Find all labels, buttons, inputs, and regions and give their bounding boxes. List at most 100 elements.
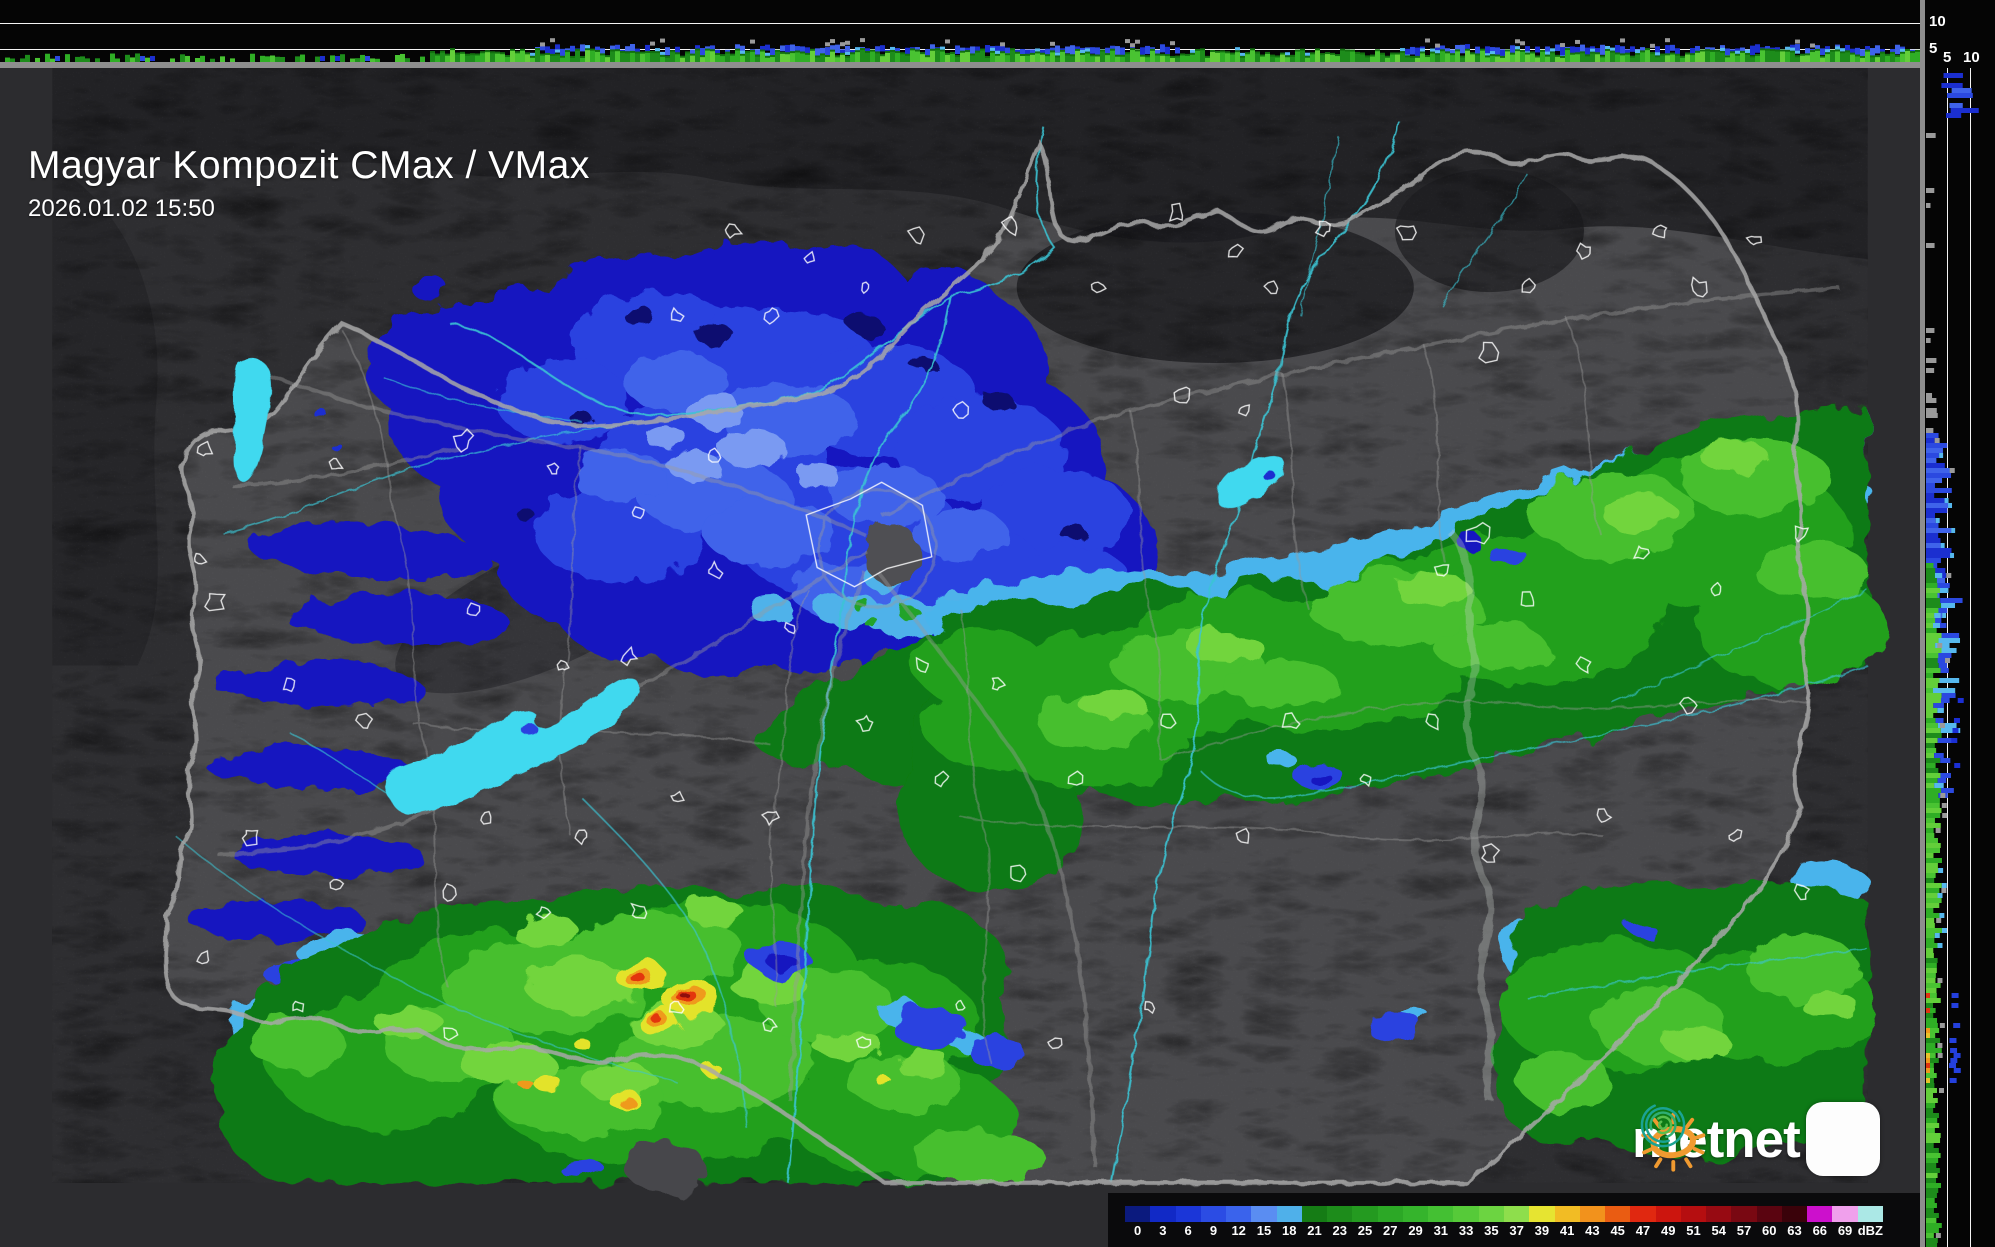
- colorbar-cell: 69: [1832, 1206, 1858, 1237]
- settlement-outline: [452, 428, 475, 453]
- colorbar-tick-label: 35: [1484, 1223, 1499, 1238]
- settlement-outline: [1481, 843, 1501, 863]
- colorbar-cell: 0: [1125, 1206, 1151, 1237]
- colorbar-tick-label: 51: [1686, 1223, 1701, 1238]
- budapest-echo-free-hole: [865, 521, 919, 587]
- colorbar-swatch: [1428, 1206, 1454, 1222]
- settlement-outline: [1632, 545, 1650, 560]
- product-title: Magyar Kompozit CMax / VMax: [28, 144, 590, 187]
- colorbar-swatch: [1478, 1206, 1504, 1222]
- colorbar-tick-label: 43: [1585, 1223, 1600, 1238]
- settlement-outline: [546, 462, 560, 475]
- settlement-outline: [1047, 1037, 1063, 1050]
- colorbar-swatch: [1175, 1206, 1201, 1222]
- settlement-outline: [466, 602, 481, 617]
- colorbar-cell: 57: [1731, 1206, 1757, 1238]
- colorbar-tick-label: 25: [1357, 1223, 1373, 1238]
- colorbar-cell: 35: [1478, 1206, 1504, 1238]
- metnet-app-icon: [1640, 1102, 1880, 1176]
- colorbar-cell: 60: [1756, 1206, 1782, 1237]
- settlement-outline: [762, 1017, 778, 1033]
- colorbar-swatch: [1301, 1206, 1328, 1222]
- colorbar-cell: 54: [1706, 1206, 1732, 1237]
- settlement-outline: [204, 592, 226, 612]
- colorbar-cell: 39: [1529, 1206, 1555, 1238]
- radar-map[interactable]: Magyar Kompozit CMax / VMax 2026.01.02 1…: [0, 68, 1920, 1247]
- settlement-outline: [1263, 280, 1279, 295]
- colorbar-swatch: [1756, 1206, 1782, 1222]
- settlement-outline: [442, 883, 457, 902]
- settlement-outline: [630, 902, 648, 919]
- colorbar-tick-label: 57: [1736, 1223, 1752, 1238]
- colorbar-swatch: [1276, 1206, 1302, 1222]
- colorbar-cell: 18: [1276, 1206, 1302, 1238]
- settlement-outline: [556, 659, 570, 671]
- settlements-layer: [193, 202, 1811, 1050]
- settlement-outline: [803, 250, 816, 264]
- settlement-outline: [1678, 696, 1698, 715]
- settlement-outline: [1010, 864, 1027, 883]
- settlement-outline: [1520, 591, 1535, 607]
- vertical-separator: [1920, 0, 1925, 1247]
- colorbar-swatch: [1453, 1206, 1479, 1222]
- colorbar-tick-label: 15: [1256, 1223, 1272, 1238]
- colorbar-cell: 51: [1680, 1206, 1707, 1238]
- settlement-outline: [783, 621, 796, 635]
- colorbar-swatch: [1655, 1206, 1681, 1222]
- colorbar-cell: 41: [1554, 1206, 1580, 1237]
- colorbar-swatch: [1857, 1206, 1883, 1222]
- settlement-outline: [708, 560, 724, 580]
- colorbar-cell: 66: [1807, 1206, 1833, 1237]
- colorbar-tick-label: 18: [1281, 1223, 1297, 1238]
- colorbar-tick-label: 49: [1660, 1223, 1676, 1238]
- settlement-outline: [1745, 235, 1763, 246]
- map-header: Magyar Kompozit CMax / VMax 2026.01.02 1…: [28, 144, 590, 223]
- settlement-outline: [1596, 808, 1613, 823]
- colorbar-cell: 15: [1251, 1206, 1277, 1238]
- settlement-outline: [1173, 386, 1191, 404]
- colorbar-cell: 37: [1503, 1206, 1530, 1237]
- colorbar-cell: 27: [1377, 1206, 1403, 1238]
- colorbar-swatch: [1125, 1206, 1151, 1222]
- settlement-outline: [1710, 581, 1722, 597]
- top-axis-tick-5: 5: [1929, 40, 1938, 57]
- colorbar-swatch: [1226, 1206, 1252, 1222]
- lake-tisza: [1217, 455, 1285, 509]
- settlement-outline: [1794, 525, 1810, 543]
- settlement-outline: [1395, 225, 1417, 241]
- colorbar-cell: 43: [1579, 1206, 1606, 1238]
- right-axis-tick-10: 10: [1963, 49, 1980, 66]
- settlement-outline: [282, 677, 296, 693]
- colorbar-cell: 63: [1781, 1206, 1808, 1237]
- settlement-outline: [1090, 281, 1107, 294]
- settlement-outline: [1793, 883, 1811, 901]
- settlement-outline: [196, 949, 210, 965]
- settlement-outline: [1168, 202, 1184, 222]
- settlement-outline: [707, 447, 722, 463]
- colorbar-tick-label: 21: [1307, 1223, 1322, 1238]
- settlement-outline: [1728, 828, 1743, 842]
- settlement-outline: [329, 878, 345, 891]
- colorbar-swatch: [1554, 1206, 1580, 1222]
- settlement-outline: [328, 457, 344, 470]
- colorbar-tick-label: 27: [1383, 1223, 1398, 1238]
- right-profile-strip: [1925, 68, 1995, 1247]
- colorbar-swatch: [1529, 1206, 1555, 1222]
- colorbar-panel: 0 3 6 9 12 15 18 21 23 25 27 29 31 33 35 37 39 41 43 45 47 49…: [1108, 1193, 1920, 1247]
- colorbar-tick-label: 39: [1534, 1223, 1550, 1238]
- settlement-outline: [1237, 404, 1251, 417]
- colorbar-swatch: [1807, 1206, 1833, 1222]
- colorbar-cell: 21: [1301, 1206, 1328, 1238]
- colorbar-swatch: [1352, 1206, 1378, 1222]
- colorbar-tick-label: 3: [1159, 1223, 1167, 1238]
- settlement-outline: [535, 906, 552, 920]
- settlement-outline: [1314, 220, 1331, 238]
- settlement-outline: [574, 829, 588, 846]
- colorbar-swatch: [1150, 1206, 1176, 1222]
- settlement-outline: [1144, 1000, 1156, 1015]
- settlement-outline: [1067, 770, 1084, 786]
- colorbar-swatch: [1832, 1206, 1858, 1222]
- gridline-10km: [0, 23, 1920, 24]
- settlement-outline: [1433, 564, 1450, 577]
